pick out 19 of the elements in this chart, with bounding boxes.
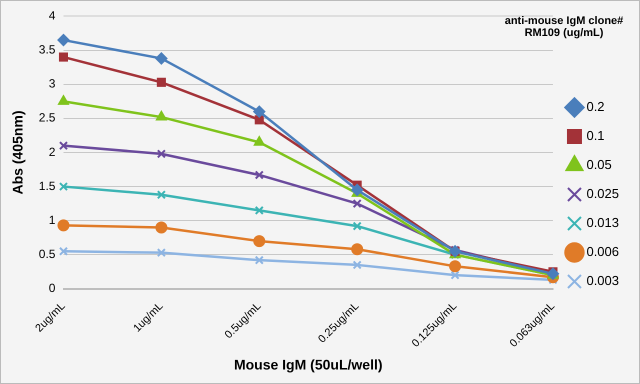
y-tick-label: 3.5 <box>38 42 56 57</box>
legend-label: 0.05 <box>586 157 612 172</box>
legend-label: 0.013 <box>586 215 620 230</box>
y-tick-label: 1 <box>48 212 56 227</box>
legend-label: 0.003 <box>586 273 620 288</box>
legend-label: 0.006 <box>586 244 620 260</box>
y-axis-title: Abs (405nm) <box>9 110 26 195</box>
y-tick-label: 0 <box>48 281 56 296</box>
y-tick-label: 4 <box>48 8 56 23</box>
y-tick-label: 2.5 <box>38 110 56 125</box>
y-tick-label: 2 <box>48 144 56 159</box>
y-tick-label: 1.5 <box>38 178 56 193</box>
legend-title: anti-mouse IgM clone# RM109 (ug/mL) <box>504 15 624 39</box>
x-axis-title: Mouse IgM (50uL/well) <box>234 356 383 372</box>
y-tick-label: 0.5 <box>38 247 56 262</box>
legend-label: 0.025 <box>586 186 620 202</box>
y-tick-label: 3 <box>48 76 56 91</box>
legend-label: 0.2 <box>586 99 605 114</box>
legend-label: 0.1 <box>586 128 605 144</box>
